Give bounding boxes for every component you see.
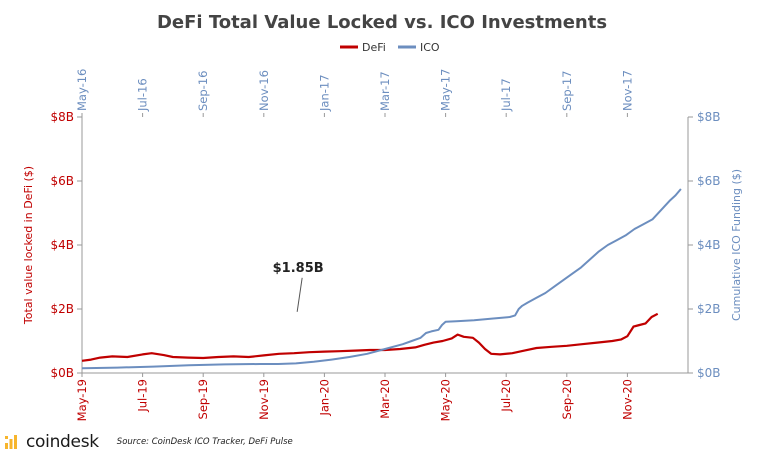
legend-ico-label: ICO [420, 41, 440, 54]
y-left-tick-label: $2B [50, 302, 74, 316]
x-bottom-tick-label: Jan-20 [317, 379, 331, 417]
x-top-tick-label: Sep-16 [196, 71, 210, 111]
defi-series-line [81, 312, 659, 362]
x-bottom-tick-label: Sep-20 [560, 379, 574, 419]
x-top-tick-label: May-17 [439, 69, 453, 111]
coindesk-logo-icon [5, 435, 17, 449]
y-right-axis-label: Cumulative ICO Funding ($) [730, 169, 743, 321]
x-top-tick-label: Nov-16 [257, 70, 271, 111]
source-note: Source: CoinDesk ICO Tracker, DeFi Pulse [117, 437, 293, 447]
x-top-tick-label: Jul-16 [136, 78, 150, 112]
y-left-axis-label: Total value locked in DeFi ($) [22, 166, 35, 325]
axes-layer: $0B $2B $4B $6B $8B $0B $2B $4B $6B $8B May-19 Jul-… [50, 69, 720, 422]
y-right-tick-label: $6B [697, 174, 721, 188]
x-top-tick-label: Jul-17 [499, 78, 513, 112]
annotation-leader-line [296, 277, 303, 312]
y-right-tick-label: $8B [697, 110, 721, 124]
x-bottom-tick-label: Nov-19 [257, 379, 271, 420]
x-top-tick-label: Jan-17 [317, 74, 331, 112]
series-layer [81, 188, 682, 370]
annotation-label: $1.85B [273, 261, 324, 276]
y-left-tick-label: $4B [50, 238, 74, 252]
source-label: Source: [116, 437, 150, 447]
x-top-tick-label: Sep-17 [560, 71, 574, 111]
legend: DeFi ICO [340, 41, 440, 54]
x-top-tick-label: Mar-17 [378, 71, 392, 111]
x-bottom-tick-label: Jul-19 [136, 379, 150, 413]
y-left-tick-label: $0B [50, 366, 74, 380]
legend-defi-label: DeFi [362, 41, 386, 54]
x-top-tick-label: May-16 [75, 69, 89, 111]
y-right-tick-label: $4B [697, 238, 721, 252]
footer: coindesk Source: CoinDesk ICO Tracker, D… [4, 430, 293, 454]
x-bottom-tick-label: Nov-20 [620, 379, 634, 420]
y-right-tick-label: $0B [697, 366, 721, 380]
source-text: CoinDesk ICO Tracker, DeFi Pulse [151, 437, 293, 447]
y-left-tick-label: $6B [50, 174, 74, 188]
ico-series-line [81, 188, 682, 370]
x-bottom-tick-label: Sep-19 [196, 379, 210, 419]
y-left-tick-label: $8B [50, 110, 74, 124]
x-bottom-tick-label: May-20 [439, 379, 453, 421]
x-bottom-tick-label: Mar-20 [378, 379, 392, 419]
x-bottom-tick-label: May-19 [75, 379, 89, 421]
chart-svg: DeFi Total Value Locked vs. ICO Investme… [22, 12, 743, 422]
brand-name: coindesk [26, 432, 99, 452]
x-bottom-tick-label: Jul-20 [499, 379, 513, 413]
chart-title: DeFi Total Value Locked vs. ICO Investme… [157, 12, 607, 33]
y-right-tick-label: $2B [697, 302, 721, 316]
x-top-tick-label: Nov-17 [620, 70, 634, 111]
